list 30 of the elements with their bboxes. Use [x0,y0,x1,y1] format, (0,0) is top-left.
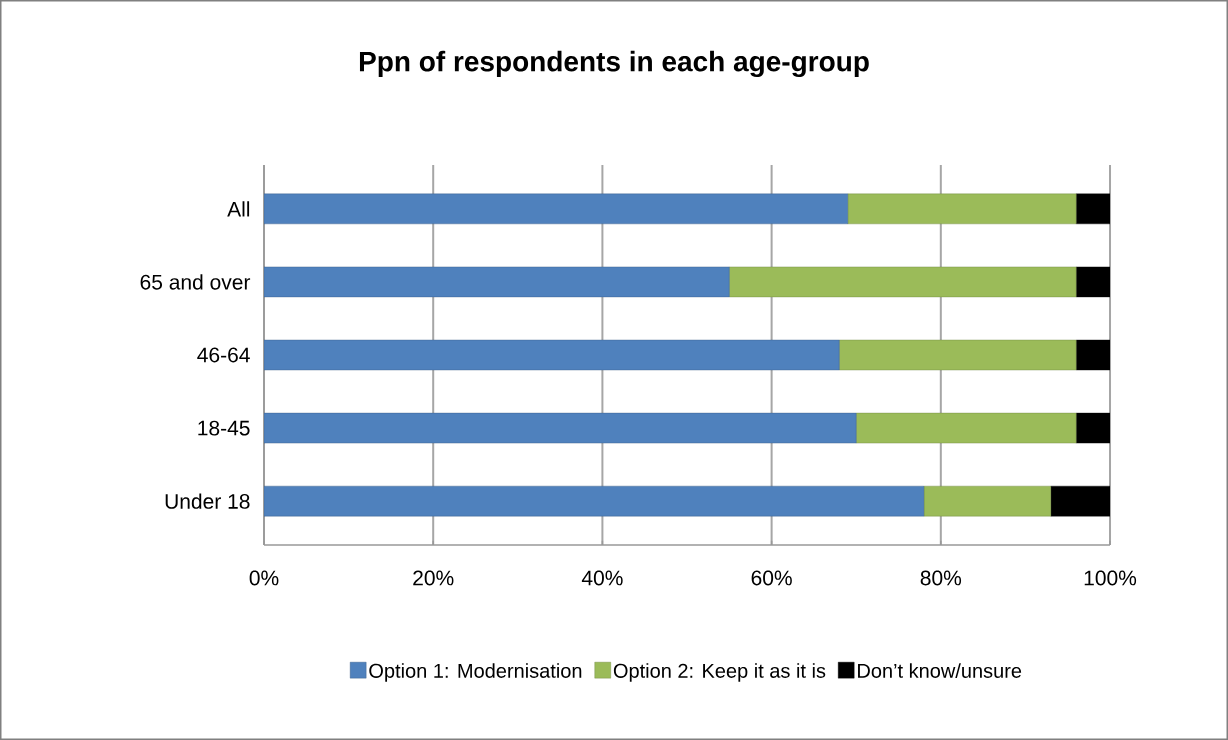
x-tick-label: 80% [920,570,962,586]
y-tick-label: Under 18 [165,493,250,509]
y-tick-label: All [227,201,250,217]
bar [847,193,1077,225]
bar [923,485,1051,517]
bar [1050,485,1111,517]
legend-label: Option 2: Keep it as it is [613,663,826,682]
chart-title: Ppn of respondents in each age-group [359,50,869,78]
x-tick-label: 60% [751,570,792,586]
x-tick-label: 20% [413,570,454,586]
bar [1075,339,1111,371]
bar [1075,412,1111,444]
bar [264,412,857,444]
bar [264,193,848,225]
y-tick-label: 46-64 [197,347,250,363]
bar [1075,266,1111,298]
bar [856,412,1077,444]
bar [264,485,925,517]
x-tick-label: 40% [581,570,623,586]
bar [839,339,1077,371]
y-tick-label: 65 and over [140,274,251,290]
x-tick-label: 100% [1084,570,1137,586]
legend-label: Option 1: Modernisation [369,663,582,682]
bar [1075,193,1111,225]
bar [264,266,730,298]
legend-label: Don’t know/unsure [858,663,1022,678]
bar [264,339,840,371]
x-tick-label: 0% [249,570,279,586]
y-tick-label: 18-45 [198,420,250,436]
bar [729,266,1077,298]
